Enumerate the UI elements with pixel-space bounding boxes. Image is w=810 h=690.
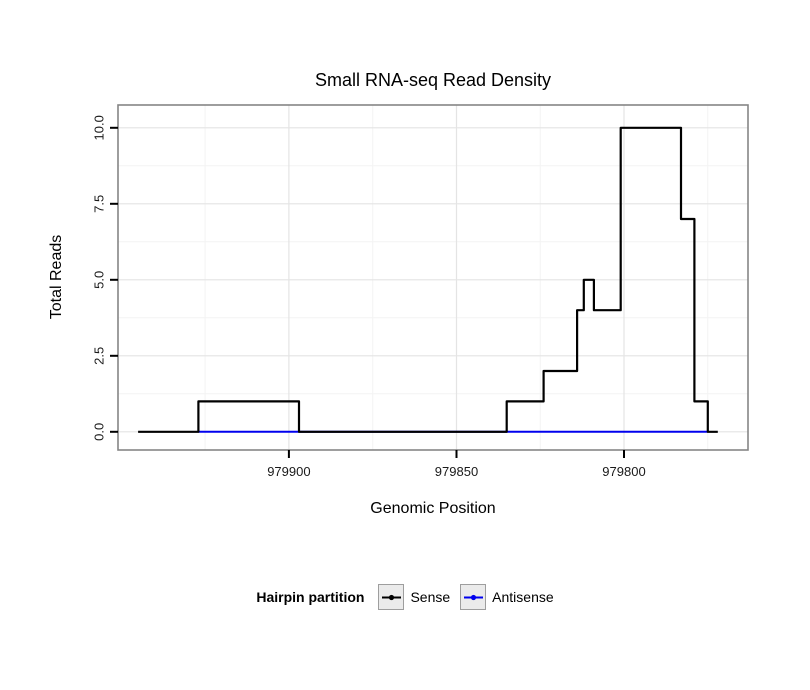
legend-key-antisense-icon: [460, 584, 487, 610]
legend-label-sense: Sense: [410, 589, 451, 605]
legend-entry-sense: Sense: [378, 584, 450, 610]
panel-background: [118, 105, 748, 450]
y-tick-label: 2.5: [92, 347, 107, 365]
legend-label-antisense: Antisense: [492, 589, 554, 605]
legend-key-antisense-glyph: [463, 594, 483, 600]
legend: Hairpin partition Sense Antisense: [0, 580, 810, 614]
y-tick-label: 5.0: [92, 271, 107, 289]
legend-entry-antisense: Antisense: [460, 584, 554, 610]
legend-key-sense-glyph: [381, 594, 401, 600]
panel-border: [117, 104, 749, 451]
y-tick-label: 10.0: [92, 115, 107, 140]
legend-key-sense-icon: [378, 584, 405, 610]
plot-panel: 979900 979850 979800 0.0 2.5 5.0 7.5 10.0: [92, 104, 749, 479]
series-sense-line: [138, 126, 718, 433]
y-tick-label: 7.5: [92, 195, 107, 213]
legend-title: Hairpin partition: [256, 589, 365, 605]
x-tick-label: 979900: [267, 464, 310, 479]
x-tick-label: 979800: [602, 464, 645, 479]
y-tick-label: 0.0: [92, 423, 107, 441]
x-tick-label: 979850: [435, 464, 478, 479]
chart-title: Small RNA-seq Read Density: [314, 70, 552, 90]
x-axis-title: Genomic Position: [370, 500, 496, 517]
